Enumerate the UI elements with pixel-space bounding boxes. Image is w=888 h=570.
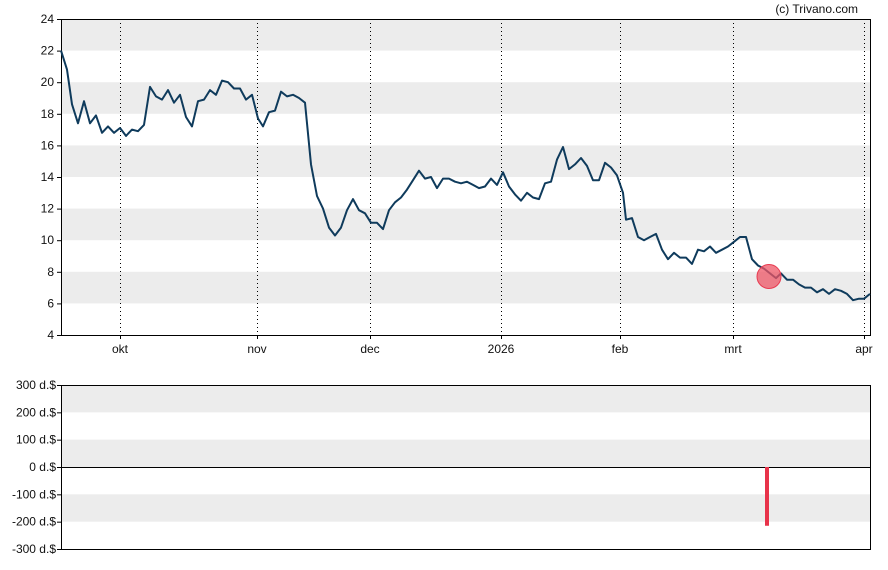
- copyright-label: (c) Trivano.com: [775, 2, 858, 16]
- y-tick-label: 14: [41, 170, 55, 184]
- transaction-chart-panel: 300 d.$ 200 d.$ 100 d.$ 0 d.$ -100 d.$ -200 d…: [12, 378, 871, 556]
- grid-band: [61, 271, 870, 304]
- x-tick-label: okt: [112, 342, 129, 356]
- y-tick-label: -200 d.$: [12, 515, 56, 529]
- grid-band: [61, 145, 870, 177]
- y-tick-label: 4: [47, 328, 54, 342]
- price-line: [60, 50, 871, 302]
- price-chart-panel: okt nov dec 2026 feb mrt apr 4 6 8 10 12 14 16 18 20 22 2…: [41, 12, 873, 356]
- grid-band: [61, 439, 870, 467]
- y-tick-label: 24: [41, 12, 55, 26]
- y-tick-label: 12: [41, 202, 55, 216]
- x-tick-label: apr: [855, 342, 872, 356]
- x-tick-label: dec: [360, 342, 379, 356]
- grid-band: [61, 82, 870, 114]
- y-tick-label: 100 d.$: [16, 433, 56, 447]
- grid-band: [61, 19, 870, 51]
- y-tick-label: 18: [41, 107, 55, 121]
- x-tick-label: nov: [247, 342, 266, 356]
- x-tick-label: 2026: [488, 342, 515, 356]
- y-tick-label: 8: [47, 265, 54, 279]
- grid-band: [61, 208, 870, 241]
- plot-frame: [61, 19, 871, 336]
- transaction-marker-icon: [756, 264, 782, 290]
- y-tick-label: -300 d.$: [12, 542, 56, 556]
- y-tick-label: 300 d.$: [16, 378, 56, 392]
- x-tick-label: feb: [612, 342, 629, 356]
- y-tick-label: 200 d.$: [16, 405, 56, 419]
- y-tick-label: -100 d.$: [12, 487, 56, 501]
- y-tick-label: 20: [41, 75, 55, 89]
- x-tick-label: mrt: [724, 342, 742, 356]
- y-tick-label: 6: [47, 296, 54, 310]
- y-tick-label: 16: [41, 138, 55, 152]
- grid-band: [61, 494, 870, 522]
- y-tick-label: 10: [41, 233, 55, 247]
- transaction-bar: [765, 467, 769, 526]
- y-tick-label: 22: [41, 44, 55, 58]
- grid-band: [61, 385, 870, 413]
- y-tick-label: 0 d.$: [29, 460, 56, 474]
